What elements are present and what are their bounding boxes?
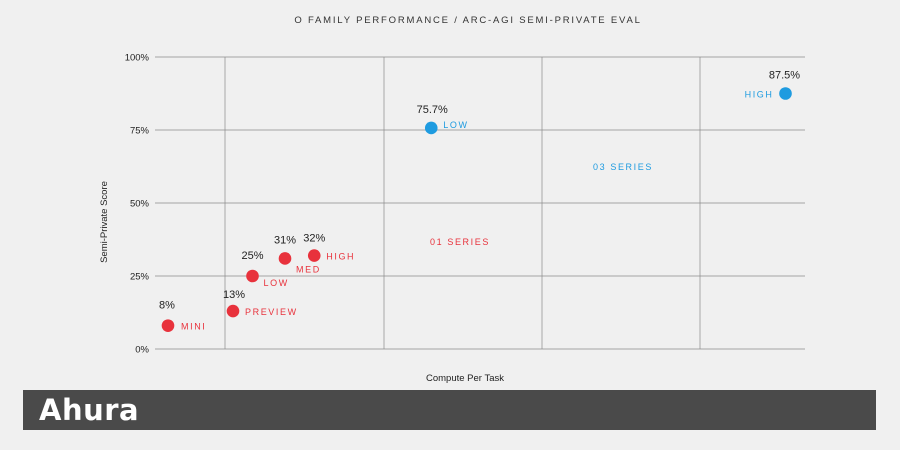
point-name-label: MINI (181, 322, 206, 332)
brand-logo: Ahura (39, 397, 139, 425)
data-points: 8%MINI13%PREVIEW25%LOW31%MED32%HIGH75.7%… (159, 70, 800, 332)
point-score-label: 8% (159, 300, 175, 312)
data-point (226, 304, 240, 318)
grid-lines (155, 56, 805, 350)
point-name-label: MED (296, 264, 321, 274)
point-name-label: HIGH (745, 90, 774, 100)
point-name-label: PREVIEW (245, 307, 298, 317)
series-labels: 01 SERIES 03 SERIES (430, 162, 653, 247)
series-label: 01 SERIES (430, 237, 490, 247)
footer-bar: Ahura (23, 390, 876, 430)
data-point (424, 121, 438, 135)
data-point (779, 87, 792, 100)
data-point (307, 249, 321, 262)
point-score-label: 31% (274, 234, 296, 246)
scatter-chart: O FAMILY PERFORMANCE / ARC-AGI SEMI-PRIV… (99, 15, 805, 384)
y-tick-label: 75% (130, 126, 150, 137)
point-name-label: LOW (264, 278, 289, 288)
point-score-label: 87.5% (769, 70, 800, 82)
series-label: 03 SERIES (593, 162, 653, 172)
y-tick-label: 100% (125, 53, 150, 64)
data-point (278, 252, 292, 265)
point-name-label: LOW (443, 120, 468, 130)
data-point (246, 269, 259, 283)
brand-logo-text: Ahura (39, 397, 139, 425)
y-tick-label: 0% (135, 345, 149, 356)
y-axis-ticks: 0% 25% 50% 75% 100% (125, 53, 150, 356)
chart-title: O FAMILY PERFORMANCE / ARC-AGI SEMI-PRIV… (294, 15, 641, 26)
point-score-label: 13% (223, 289, 245, 301)
point-score-label: 25% (241, 250, 263, 262)
point-score-label: 32% (303, 233, 325, 245)
x-axis-label: Compute Per Task (426, 373, 504, 384)
y-tick-label: 25% (130, 272, 150, 283)
y-axis-label: Semi-Private Score (99, 181, 110, 263)
point-name-label: HIGH (326, 252, 355, 262)
y-tick-label: 50% (130, 199, 150, 210)
point-score-label: 75.7% (417, 104, 448, 116)
data-point (161, 319, 175, 332)
